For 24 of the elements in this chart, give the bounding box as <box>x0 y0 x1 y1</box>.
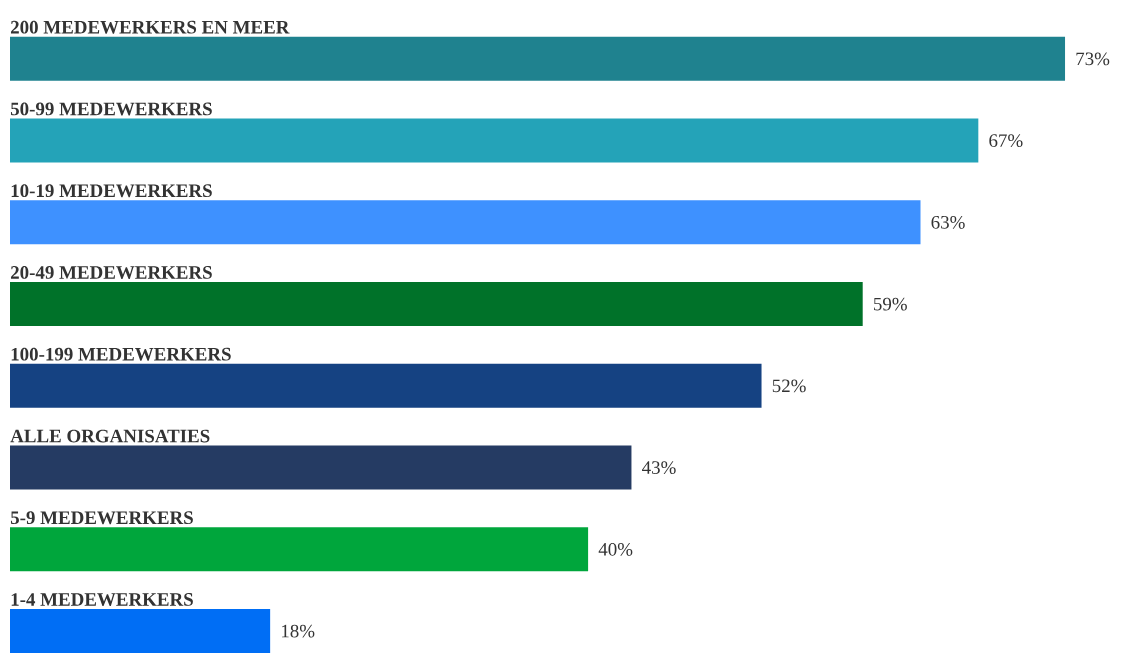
bar <box>10 282 863 327</box>
y-tick-label: 1-4 MEDEWERKERS <box>11 593 193 606</box>
data-label: 18% <box>282 624 315 638</box>
data-label: 40% <box>598 542 633 556</box>
y-tick-label: 20-49 MEDEWERKERS <box>11 266 212 279</box>
data-label: 59% <box>873 297 907 311</box>
y-tick-label: 200 MEDEWERKERS EN MEER <box>11 20 290 34</box>
bar <box>10 118 979 163</box>
data-label: 52% <box>772 379 806 393</box>
bar <box>10 609 271 654</box>
bar <box>10 36 1066 81</box>
y-tick-label: ALLE ORGANISATIES <box>10 429 210 443</box>
bar <box>10 527 589 572</box>
data-label: 67% <box>989 134 1023 148</box>
bar <box>10 445 632 490</box>
y-tick-label: 50-99 MEDEWERKERS <box>10 102 212 116</box>
bar <box>10 363 762 408</box>
y-tick-label: 5-9 MEDEWERKERS <box>10 511 193 525</box>
data-label: 73% <box>1076 52 1110 66</box>
data-label: 43% <box>642 461 676 475</box>
y-tick-label: 10-19 MEDEWERKERS <box>11 184 212 198</box>
y-tick-label: 100-199 MEDEWERKERS <box>11 347 231 361</box>
bar <box>10 200 921 245</box>
data-label: 63% <box>931 215 965 229</box>
